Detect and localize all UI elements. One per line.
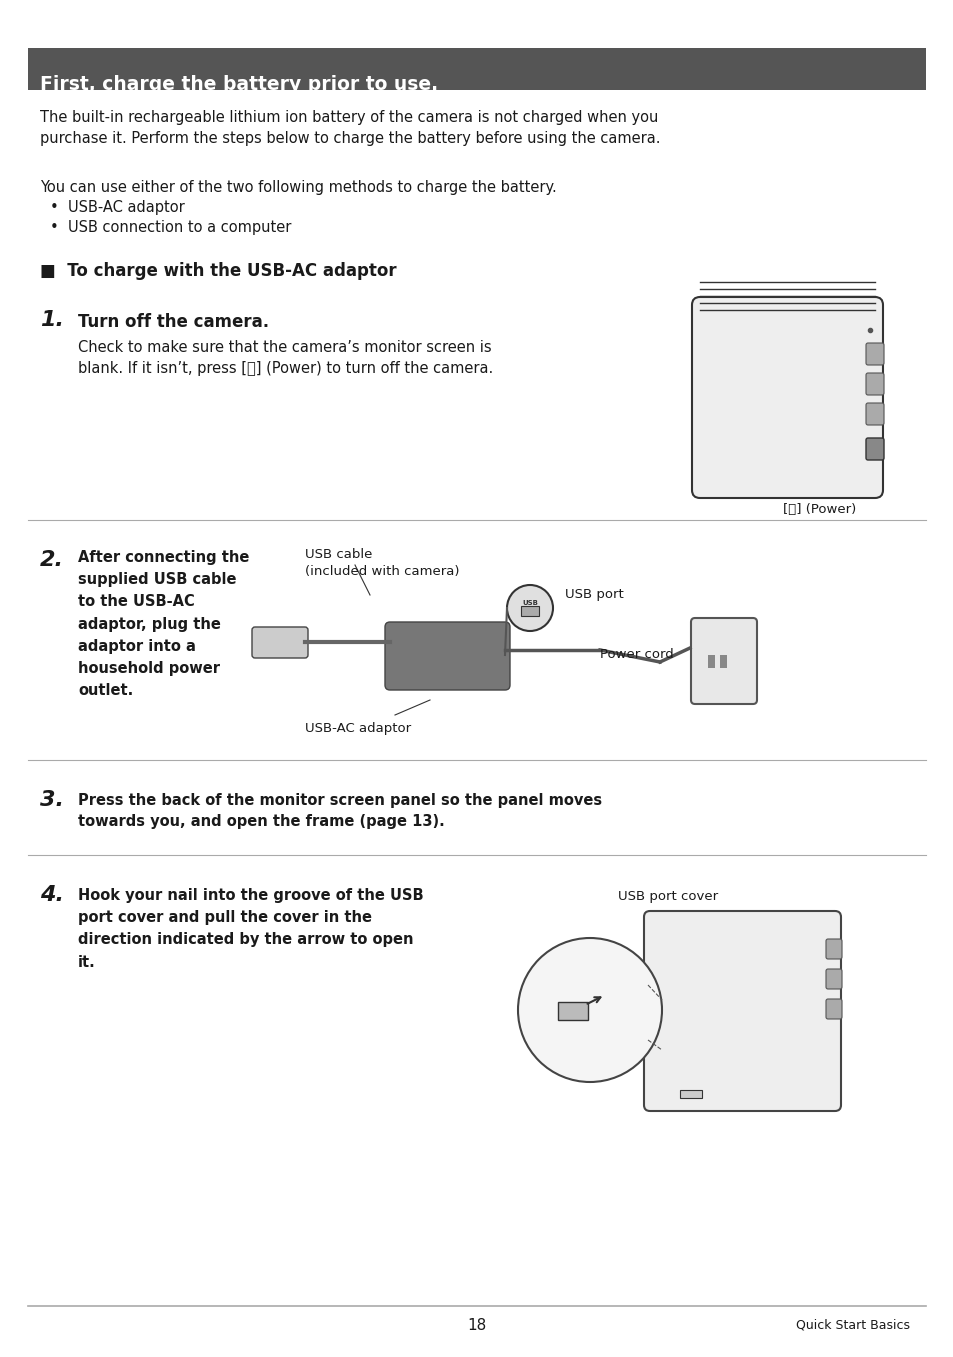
Text: You can use either of the two following methods to charge the battery.: You can use either of the two following … [40,180,557,195]
FancyBboxPatch shape [690,617,757,704]
Text: •  USB connection to a computer: • USB connection to a computer [50,220,291,235]
Text: After connecting the
supplied USB cable
to the USB-AC
adaptor, plug the
adaptor : After connecting the supplied USB cable … [78,550,249,699]
Text: ■  To charge with the USB-AC adaptor: ■ To charge with the USB-AC adaptor [40,262,396,280]
Bar [707,655,714,668]
FancyBboxPatch shape [691,297,882,498]
Text: Quick Start Basics: Quick Start Basics [795,1318,909,1331]
Bar [720,655,726,668]
Circle shape [517,938,661,1082]
Bar [28,47,925,90]
Text: The built-in rechargeable lithium ion battery of the camera is not charged when : The built-in rechargeable lithium ion ba… [40,110,659,147]
Text: 18: 18 [467,1318,486,1333]
Bar [520,607,538,616]
FancyBboxPatch shape [825,999,841,1019]
Text: Turn off the camera.: Turn off the camera. [78,313,269,331]
Bar [679,1090,701,1098]
Text: USB port cover: USB port cover [618,890,718,902]
FancyBboxPatch shape [825,969,841,989]
Text: USB: USB [521,600,537,607]
FancyBboxPatch shape [643,911,841,1111]
FancyBboxPatch shape [865,343,883,365]
Text: First, charge the battery prior to use.: First, charge the battery prior to use. [40,75,437,94]
Text: Power cord: Power cord [599,649,673,661]
Text: USB cable
(included with camera): USB cable (included with camera) [305,548,459,578]
Text: USB-AC adaptor: USB-AC adaptor [305,722,411,735]
Text: Check to make sure that the camera’s monitor screen is
blank. If it isn’t, press: Check to make sure that the camera’s mon… [78,341,493,376]
FancyBboxPatch shape [865,438,883,460]
FancyBboxPatch shape [825,939,841,959]
Text: USB port: USB port [564,588,623,601]
Text: [⏻] (Power): [⏻] (Power) [782,503,856,516]
Text: 2.: 2. [40,550,64,570]
FancyBboxPatch shape [385,622,510,689]
FancyBboxPatch shape [865,403,883,425]
Text: 3.: 3. [40,790,64,810]
FancyBboxPatch shape [252,627,308,658]
FancyBboxPatch shape [865,373,883,395]
Text: Hook your nail into the groove of the USB
port cover and pull the cover in the
d: Hook your nail into the groove of the US… [78,887,423,970]
Text: Press the back of the monitor screen panel so the panel moves
towards you, and o: Press the back of the monitor screen pan… [78,792,601,829]
Text: 1.: 1. [40,309,64,330]
Text: 4.: 4. [40,885,64,905]
Bar [558,1001,587,1020]
Text: •  USB-AC adaptor: • USB-AC adaptor [50,199,185,214]
Circle shape [506,585,553,631]
